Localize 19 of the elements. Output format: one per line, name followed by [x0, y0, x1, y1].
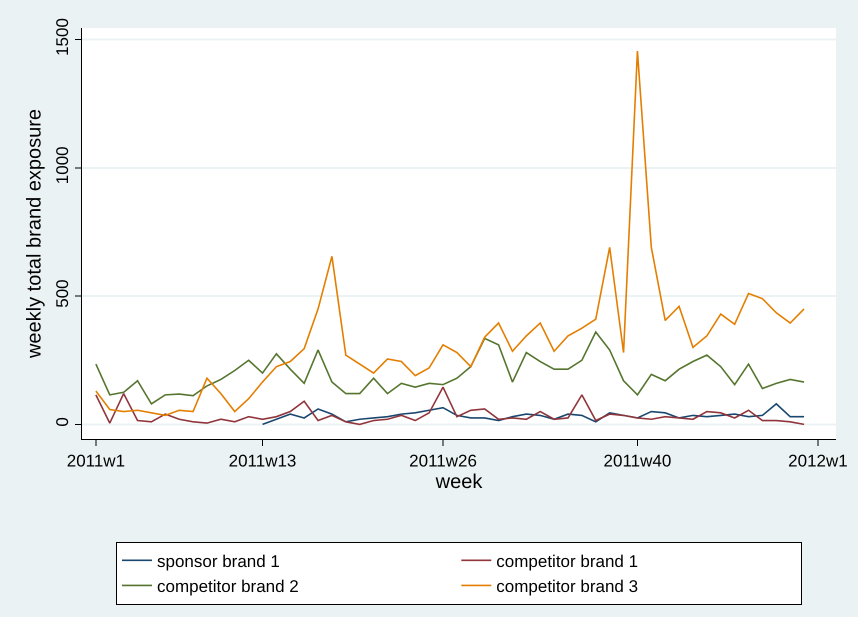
x-tick-label: 2012w1 [788, 451, 848, 470]
line-series [262, 403, 805, 426]
y-tick-label: 1500 [53, 18, 72, 56]
line-series [95, 331, 805, 405]
legend-label: competitor brand 1 [496, 552, 638, 571]
y-tick-label: 500 [53, 279, 72, 308]
legend-label: sponsor brand 1 [157, 552, 280, 571]
line-series [95, 50, 805, 416]
x-tick-label: 2011w40 [604, 451, 672, 470]
y-tick-label: 1000 [53, 146, 72, 184]
y-axis-title: weekly total brand exposure [24, 108, 46, 360]
legend-label: competitor brand 3 [496, 577, 638, 596]
x-tick-label: 2011w26 [409, 451, 477, 470]
y-tick-label: 0 [53, 417, 72, 427]
x-axis-title: week [434, 470, 484, 493]
line-series [95, 386, 805, 426]
x-tick-label: 2011w1 [66, 451, 126, 470]
x-tick-label: 2011w13 [228, 451, 296, 470]
legend-label: competitor brand 2 [157, 577, 299, 596]
